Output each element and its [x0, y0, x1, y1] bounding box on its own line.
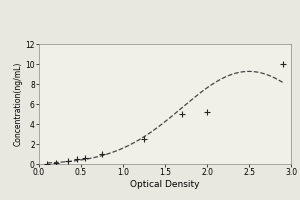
X-axis label: Optical Density: Optical Density	[130, 180, 200, 189]
Y-axis label: Concentration(ng/mL): Concentration(ng/mL)	[14, 62, 22, 146]
